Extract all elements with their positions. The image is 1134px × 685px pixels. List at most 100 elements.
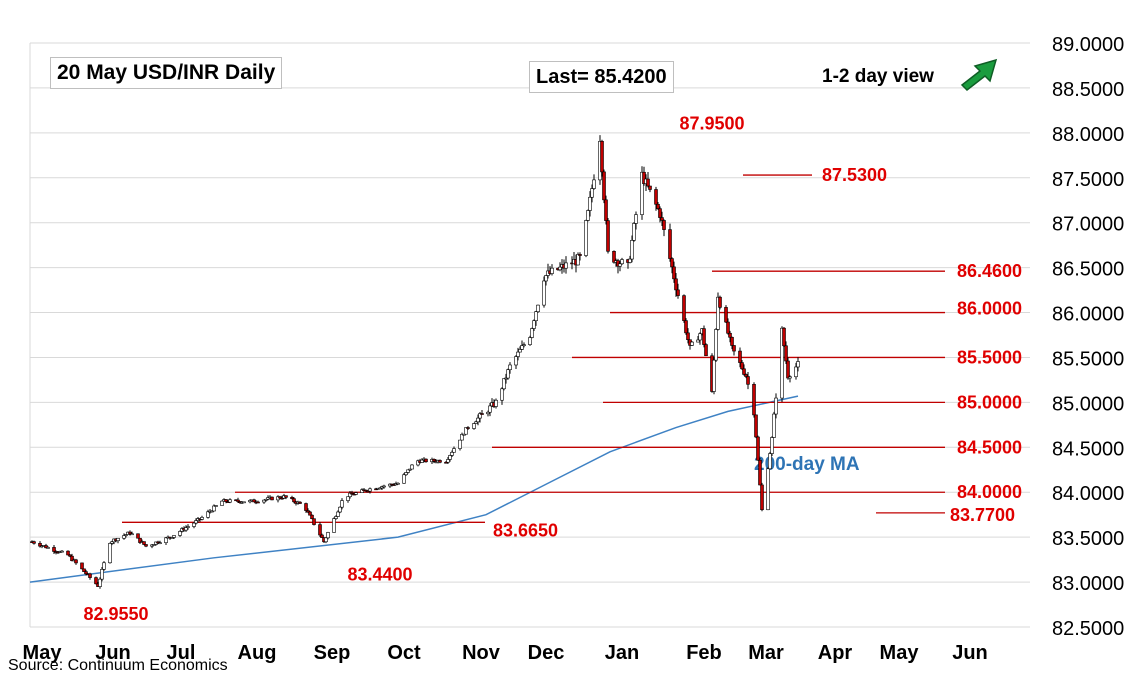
x-tick-label: Sep	[314, 642, 351, 664]
candle-body	[602, 171, 606, 201]
candle-body	[214, 505, 218, 507]
candle-body	[60, 550, 64, 553]
level-label: 84.5000	[957, 437, 1022, 457]
candle-body	[236, 499, 240, 502]
candle-body	[698, 333, 702, 341]
y-tick-label: 84.0000	[1052, 483, 1124, 505]
candle-body	[438, 460, 442, 463]
candle-body	[662, 220, 666, 230]
candle-body	[516, 351, 520, 357]
candle-body	[586, 210, 590, 221]
candle-body	[98, 578, 102, 587]
candle-body	[630, 240, 634, 260]
candle-body	[606, 220, 610, 252]
candle-body	[696, 339, 700, 343]
candle-body	[558, 266, 562, 271]
candle-body	[782, 327, 786, 347]
moving-average-layer: 200-day MA	[29, 395, 860, 583]
candle-body	[94, 577, 98, 585]
candle-body	[604, 199, 608, 221]
candle-body	[592, 179, 596, 189]
candle-body	[460, 434, 464, 441]
candle-body	[784, 345, 788, 362]
x-tick-label: May	[23, 642, 63, 664]
candle-body	[326, 532, 330, 539]
candle-body	[726, 321, 730, 334]
y-tick-label: 83.0000	[1052, 573, 1124, 595]
candle-body	[532, 320, 536, 329]
candle-body	[340, 500, 344, 508]
candle-body	[628, 258, 632, 263]
candle-body	[348, 492, 352, 498]
candle-body	[520, 345, 524, 350]
x-tick-label: May	[880, 642, 920, 664]
candle-body	[336, 511, 340, 517]
candle-body	[732, 345, 736, 352]
y-tick-label: 85.5000	[1052, 348, 1124, 370]
x-tick-label: Nov	[462, 642, 501, 664]
candle-body	[670, 258, 674, 268]
candle-body	[318, 524, 322, 536]
candle-body	[506, 369, 510, 379]
candle-body	[80, 562, 84, 570]
candle-body	[654, 189, 658, 205]
candle-body	[284, 495, 288, 498]
candle-body	[576, 254, 580, 266]
candle-body	[612, 250, 616, 263]
candle-body	[718, 296, 722, 308]
candle-body	[754, 414, 758, 438]
candle-body	[676, 289, 680, 296]
candle-body	[100, 569, 104, 580]
candle-body	[682, 295, 686, 321]
y-tick-label: 82.5000	[1052, 618, 1124, 640]
gridlines: 89.0000 88.5000 88.0000 87.5000 87.0000 86.50…	[29, 34, 1124, 640]
candle-body	[656, 203, 660, 209]
candle-body	[740, 362, 744, 370]
candle-body	[192, 522, 196, 527]
candle-body	[256, 501, 260, 504]
candle-body	[530, 328, 534, 338]
level-label: 87.5300	[822, 165, 887, 185]
candle-body	[646, 178, 650, 187]
candle-body	[716, 296, 720, 330]
candle-body	[334, 516, 338, 519]
candle-body	[712, 359, 716, 392]
candle-body	[332, 518, 336, 533]
y-tick-label: 84.5000	[1052, 438, 1124, 460]
candle-body	[550, 267, 554, 274]
candle-body	[252, 499, 256, 503]
candle-body	[320, 534, 324, 538]
candle-body	[130, 533, 134, 536]
candle-body	[724, 307, 728, 323]
candle-body	[270, 496, 274, 501]
candle-body	[728, 332, 732, 338]
candle-body	[472, 423, 476, 429]
last-price-label: Last= 85.4200	[529, 61, 674, 93]
candle-body	[102, 562, 106, 570]
y-tick-label: 83.5000	[1052, 528, 1124, 550]
candle-body	[684, 320, 688, 334]
x-tick-label: Jan	[605, 642, 639, 664]
candle-body	[212, 505, 216, 512]
candle-body	[310, 514, 314, 519]
x-tick-label: Aug	[238, 642, 277, 664]
candle-body	[46, 547, 50, 549]
candle-body	[184, 527, 188, 531]
candle-body	[794, 366, 798, 378]
candle-body	[82, 568, 86, 572]
candle-body	[324, 537, 328, 543]
level-label: 86.0000	[957, 299, 1022, 319]
candle-body	[758, 459, 762, 486]
candle-body	[686, 332, 690, 341]
view-label: 1-2 day view	[822, 66, 934, 87]
candle-body	[462, 433, 466, 436]
x-tick-label: Oct	[387, 642, 421, 664]
level-label: 83.6650	[493, 520, 558, 540]
candle-body	[788, 376, 792, 379]
candle-body	[742, 368, 746, 375]
y-tick-label: 86.0000	[1052, 304, 1124, 326]
y-tick-label: 87.0000	[1052, 214, 1124, 236]
y-tick-label: 85.0000	[1052, 393, 1124, 415]
